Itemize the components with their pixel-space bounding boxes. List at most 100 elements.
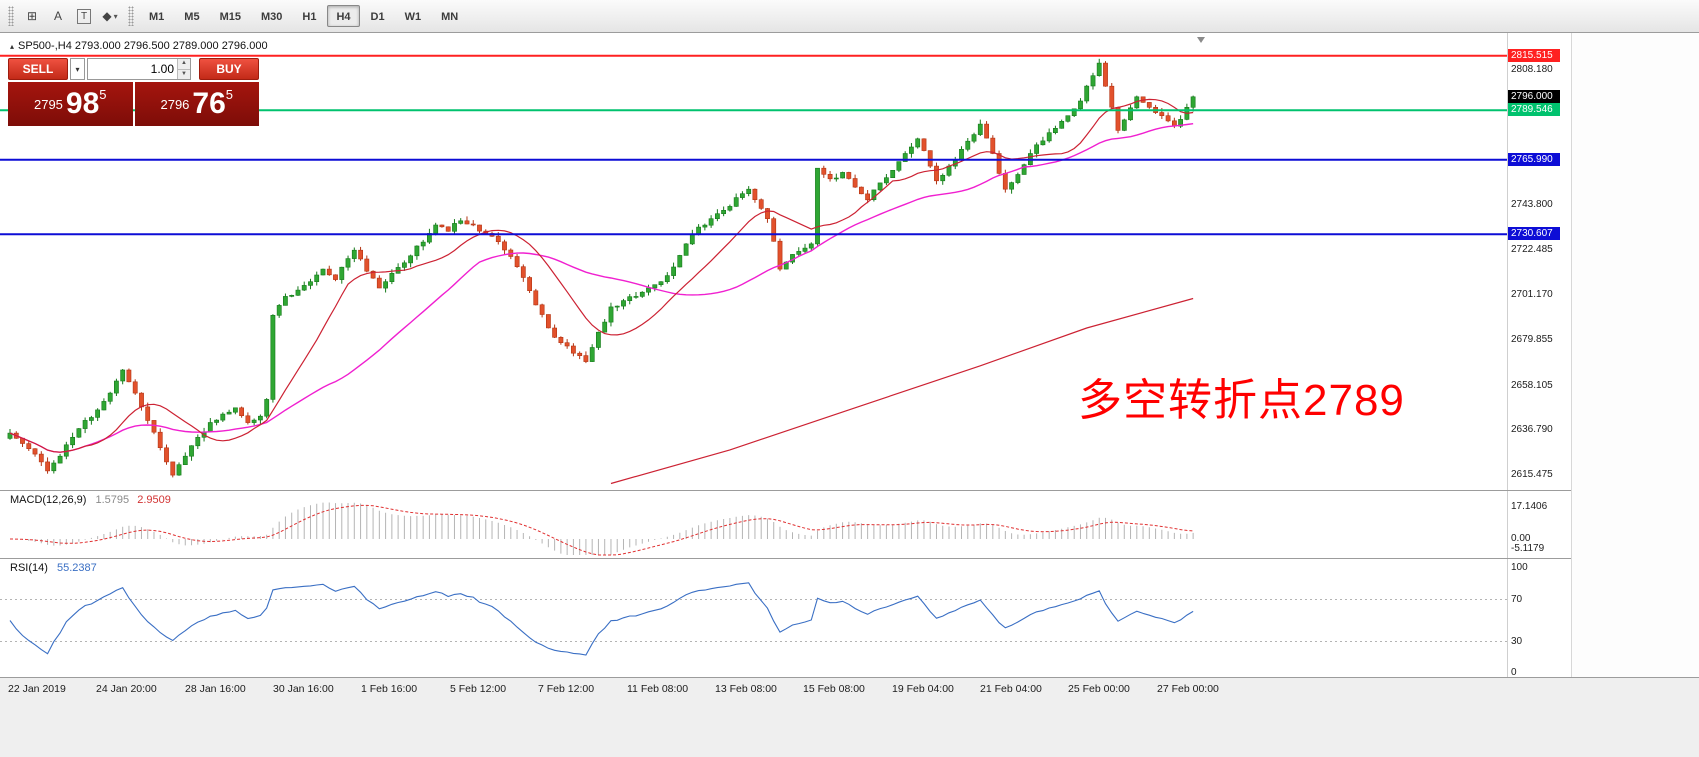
timeframe-mn[interactable]: MN	[441, 11, 459, 23]
timeframe-d1[interactable]: D1	[370, 11, 385, 23]
price-axis-separator	[1507, 33, 1508, 677]
toolbar-grip[interactable]	[8, 6, 14, 26]
ask-price-sup: 5	[225, 87, 234, 102]
one-click-trading-panel: SELL ▾ 1.00 ▲ ▼ BUY 2795 98 5 2796 76	[8, 58, 259, 126]
rsi-axis-0: 0	[1511, 667, 1517, 678]
time-label: 24 Jan 20:00	[96, 683, 157, 695]
rsi-panel[interactable]	[0, 559, 1507, 677]
price-label-2636.790: 2636.790	[1511, 424, 1553, 435]
chart-title-text: SP500-,H4 2793.000 2796.500 2789.000 279…	[18, 40, 268, 52]
trade-panel-controls: SELL ▾ 1.00 ▲ ▼ BUY	[8, 58, 259, 80]
macd-axis--5.1179: -5.1179	[1511, 543, 1545, 554]
order-type-dropdown[interactable]: ▾	[70, 58, 85, 80]
time-label: 21 Feb 04:00	[980, 683, 1042, 695]
price-axis[interactable]: 2815.515 2808.180 2796.000 2789.546 2765.990…	[1508, 0, 1570, 757]
timeframe-w1[interactable]: W1	[404, 11, 422, 23]
chart-shift-marker[interactable]	[1197, 37, 1205, 43]
time-label: 11 Feb 08:00	[627, 683, 689, 695]
timeframe-m5[interactable]: M5	[184, 11, 200, 23]
chevron-down-icon: ▾	[75, 64, 80, 74]
ask-price-small: 2796	[160, 96, 190, 112]
volume-increase-button[interactable]: ▲	[178, 59, 190, 70]
sell-button[interactable]: SELL	[8, 58, 68, 80]
macd-panel[interactable]	[0, 491, 1507, 558]
macd-label: MACD(12,26,9) 1.5795 2.9509	[10, 494, 171, 506]
text-tool[interactable]: T	[72, 4, 96, 28]
timeframe-m1[interactable]: M1	[149, 11, 165, 23]
price-label-2730.607: 2730.607	[1508, 227, 1560, 240]
timeframe-group: M1 M5 M15 M30 H1 H4 D1 W1 MN	[139, 5, 468, 27]
price-label-2789.546: 2789.546	[1508, 103, 1560, 116]
chart-title: ▴ SP500-,H4 2793.000 2796.500 2789.000 2…	[10, 40, 268, 52]
collapse-icon[interactable]: ▴	[10, 41, 15, 51]
buy-button[interactable]: BUY	[199, 58, 259, 80]
ma-mid-line	[9, 123, 1194, 453]
price-label-2743.800: 2743.800	[1511, 199, 1553, 210]
macd-axis-0.00: 0.00	[1511, 533, 1531, 544]
rsi-axis-30: 30	[1511, 636, 1523, 647]
rsi-axis-100: 100	[1511, 562, 1528, 573]
time-label: 5 Feb 12:00	[450, 683, 507, 695]
ma-fast-line	[9, 98, 1194, 453]
price-label-2796.000: 2796.000	[1508, 90, 1560, 103]
time-label: 22 Jan 2019	[8, 683, 66, 695]
macd-axis-17.1406: 17.1406	[1511, 501, 1548, 512]
macd-signal-line	[9, 504, 1194, 556]
candles	[7, 58, 1196, 478]
main-toolbar: ⊞ A T ◆ ▾ M1 M5 M15 M30 H1 H4 D1 W1 MN	[0, 0, 1699, 33]
timeframe-m15[interactable]: M15	[219, 11, 241, 23]
macd-histogram	[15, 502, 1194, 555]
bid-price-small: 2795	[33, 96, 63, 112]
volume-input[interactable]: 1.00 ▲ ▼	[87, 58, 191, 80]
volume-value: 1.00	[150, 62, 174, 76]
rsi-line	[9, 582, 1194, 656]
bid-price[interactable]: 2795 98 5	[8, 82, 133, 126]
time-label: 28 Jan 16:00	[185, 683, 246, 695]
macd-name: MACD(12,26,9)	[10, 494, 87, 506]
price-label-2701.170: 2701.170	[1511, 289, 1553, 300]
ma-slow-line	[610, 297, 1194, 485]
time-label: 1 Feb 16:00	[361, 683, 418, 695]
timeframe-h4[interactable]: H4	[327, 5, 360, 27]
time-label: 13 Feb 08:00	[715, 683, 777, 695]
time-label: 27 Feb 00:00	[1157, 683, 1219, 695]
bid-price-big: 98	[65, 87, 100, 120]
rsi-panel-separator[interactable]	[0, 558, 1571, 559]
chart-background	[0, 33, 1571, 677]
right-filler	[1571, 33, 1699, 677]
shapes-tool[interactable]: ◆ ▾	[98, 4, 122, 28]
candlestick-chart[interactable]	[0, 33, 1507, 490]
shapes-tool-icon: ◆	[102, 9, 112, 23]
price-label-2808.180: 2808.180	[1511, 64, 1553, 75]
rsi-label: RSI(14) 55.2387	[10, 562, 97, 574]
timeframe-m30[interactable]: M30	[260, 11, 283, 23]
price-label-2679.855: 2679.855	[1511, 334, 1553, 345]
macd-panel-separator[interactable]	[0, 490, 1571, 491]
price-label-2765.990: 2765.990	[1508, 153, 1560, 166]
price-label-2722.485: 2722.485	[1511, 244, 1553, 255]
bid-price-sup: 5	[99, 87, 107, 102]
grid-tool[interactable]: ⊞	[20, 4, 44, 28]
time-label: 15 Feb 08:00	[803, 683, 865, 695]
annotation-text: 多空转折点2789	[1078, 376, 1405, 425]
price-label-2815.515: 2815.515	[1508, 49, 1560, 62]
rsi-value: 55.2387	[56, 562, 97, 574]
time-label: 19 Feb 04:00	[892, 683, 954, 695]
timeframe-h1[interactable]: H1	[302, 11, 317, 23]
price-label-2658.105: 2658.105	[1511, 380, 1553, 391]
chevron-down-icon: ▾	[113, 11, 118, 21]
timeframe-toolbar-grip[interactable]	[128, 6, 134, 26]
trade-panel-prices: 2795 98 5 2796 76 5	[8, 82, 259, 126]
volume-decrease-button[interactable]: ▼	[178, 69, 190, 79]
rsi-axis-70: 70	[1511, 594, 1523, 605]
time-label: 25 Feb 00:00	[1068, 683, 1130, 695]
volume-stepper: ▲ ▼	[177, 59, 190, 79]
price-label-2615.475: 2615.475	[1511, 469, 1553, 480]
cursor-tool[interactable]: A	[46, 4, 70, 28]
time-axis[interactable]: 22 Jan 2019 24 Jan 20:00 28 Jan 16:00 30 Ja…	[0, 677, 1699, 757]
drawing-tools-group: ⊞ A T ◆ ▾	[19, 4, 123, 28]
ask-price[interactable]: 2796 76 5	[134, 82, 259, 126]
grid-tool-icon: ⊞	[26, 9, 38, 23]
cursor-tool-icon: A	[53, 9, 62, 23]
macd-value-signal: 2.9509	[137, 494, 171, 506]
